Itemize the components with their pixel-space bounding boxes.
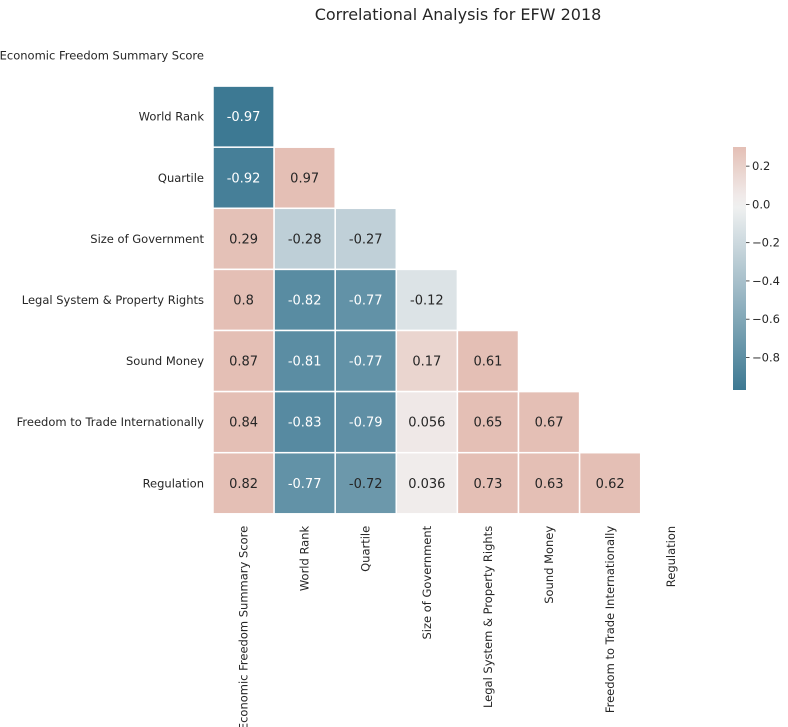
column-tick-label: Quartile xyxy=(359,526,373,572)
column-tick-label: Size of Government xyxy=(420,525,434,639)
heatmap-cell xyxy=(212,146,275,210)
row-tick-label: Freedom to Trade Internationally xyxy=(17,415,205,429)
cell-value-label: 0.97 xyxy=(290,171,319,186)
row-tick-label: Quartile xyxy=(158,171,204,185)
heatmap-cell xyxy=(517,390,581,454)
column-tick-label: Legal System & Property Rights xyxy=(481,526,495,708)
column-tick-label: Sound Money xyxy=(542,526,556,604)
colorbar: 0.2 0.0 −0.2 −0.4 −0.6 −0.8 xyxy=(733,147,780,390)
colorbar-tick-label: −0.8 xyxy=(752,350,780,364)
cell-value-label: 0.62 xyxy=(596,477,625,492)
colorbar-tick-label: −0.2 xyxy=(752,236,780,250)
heatmap-cell xyxy=(395,390,459,454)
heatmap-cell xyxy=(273,268,336,332)
column-tick-label: Regulation xyxy=(664,526,678,587)
cell-value-label: -0.28 xyxy=(288,232,322,247)
heatmap-cell xyxy=(578,451,642,515)
row-tick-label: Legal System & Property Rights xyxy=(22,293,204,307)
column-tick-label: Economic Freedom Summary Score xyxy=(237,526,251,727)
cell-value-label: -0.97 xyxy=(227,110,261,125)
cell-value-label: 0.036 xyxy=(408,477,445,492)
heatmap-cell xyxy=(212,390,275,454)
cell-value-label: -0.77 xyxy=(288,477,322,492)
heatmap-cell xyxy=(273,451,336,515)
heatmap-cell xyxy=(273,329,336,393)
cell-value-label: 0.056 xyxy=(408,416,445,431)
cell-value-label: 0.82 xyxy=(229,477,258,492)
heatmap-cell xyxy=(334,390,398,454)
cell-value-label: 0.29 xyxy=(229,232,258,247)
cell-value-label: 0.17 xyxy=(412,355,441,370)
heatmap-cell xyxy=(395,451,459,515)
row-tick-label: World Rank xyxy=(139,110,205,124)
cell-value-label: 0.63 xyxy=(535,477,564,492)
colorbar-tick-label: 0.0 xyxy=(752,197,770,211)
colorbar-tick-label: −0.4 xyxy=(752,274,780,288)
heatmap-cell xyxy=(395,329,459,393)
colorbar-gradient xyxy=(733,147,746,390)
cell-value-label: -0.77 xyxy=(349,293,383,308)
cell-value-label: -0.72 xyxy=(349,477,383,492)
row-tick-label: Economic Freedom Summary Score xyxy=(0,49,204,63)
cell-value-label: 0.87 xyxy=(229,355,258,370)
heatmap-cell xyxy=(212,451,275,515)
row-tick-labels: Economic Freedom Summary Score World Rank… xyxy=(0,49,204,491)
column-tick-label: World Rank xyxy=(298,525,312,591)
colorbar-tick-label: −0.6 xyxy=(752,312,780,326)
cell-value-label: 0.73 xyxy=(473,477,502,492)
cell-value-label: -0.12 xyxy=(410,293,444,308)
cell-value-label: -0.27 xyxy=(349,232,383,247)
cell-value-label: 0.65 xyxy=(473,416,502,431)
cell-value-label: 0.67 xyxy=(535,416,564,431)
row-tick-label: Size of Government xyxy=(90,232,204,246)
column-tick-labels: Economic Freedom Summary Score World Rank… xyxy=(237,525,679,727)
colorbar-tick-label: 0.2 xyxy=(752,159,770,173)
cell-value-label: -0.82 xyxy=(288,293,322,308)
row-tick-label: Regulation xyxy=(143,476,204,490)
cell-value-label: -0.79 xyxy=(349,416,383,431)
cell-value-label: 0.8 xyxy=(233,293,254,308)
chart-title: Correlational Analysis for EFW 2018 xyxy=(315,5,602,24)
cell-value-label: -0.83 xyxy=(288,416,322,431)
heatmap-cell xyxy=(395,268,459,332)
row-tick-label: Sound Money xyxy=(126,354,204,368)
heatmap-cell xyxy=(456,390,520,454)
cell-value-label: 0.61 xyxy=(473,355,502,370)
heatmap-cell xyxy=(212,85,275,148)
column-tick-label: Freedom to Trade Internationally xyxy=(603,526,617,714)
cell-value-label: 0.84 xyxy=(229,416,258,431)
cell-value-label: -0.92 xyxy=(227,171,261,186)
heatmap-cells: -0.97 -0.92 0.97 0.29 -0.28 -0.27 0.8 -0.82 -0.7… xyxy=(212,85,642,515)
heatmap-cell xyxy=(334,207,398,271)
heatmap-cell xyxy=(273,390,336,454)
cell-value-label: -0.81 xyxy=(288,355,322,370)
heatmap-cell xyxy=(517,451,581,515)
cell-value-label: -0.77 xyxy=(349,355,383,370)
